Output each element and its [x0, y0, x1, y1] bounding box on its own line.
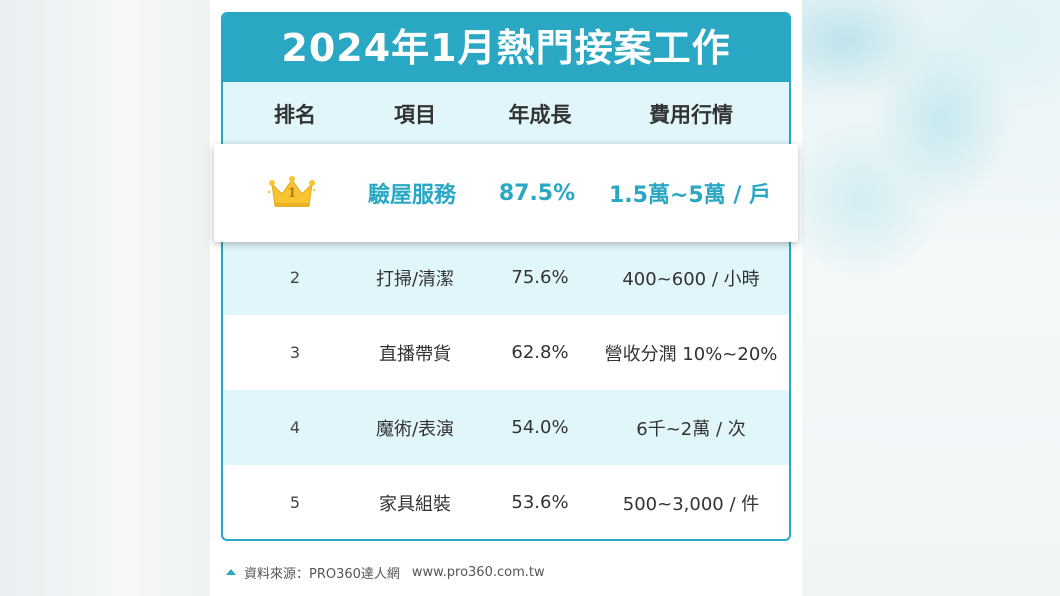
table-header-row: 排名 項目 年成長 費用行情: [223, 82, 789, 146]
row-fee: 營收分潤 10%~20%: [604, 343, 778, 365]
row-item: 魔術/表演: [375, 418, 455, 440]
row-rank: 5: [289, 493, 301, 512]
row-growth: 53.6%: [511, 492, 569, 513]
row-rank: 2: [289, 268, 301, 287]
top-item: 驗屋服務: [367, 183, 456, 208]
top-ranked-row: 1 驗屋服務 87.5% 1.5萬~5萬 / 戶: [214, 144, 798, 242]
source-label: 資料來源：PRO360達人網: [244, 566, 400, 582]
row-fee: 400~600 / 小時: [622, 268, 760, 290]
top-fee: 1.5萬~5萬 / 戶: [608, 183, 772, 208]
ranking-table: 2024年1月熱門接案工作 排名 項目 年成長 費用行情 2 打掃/清潔 75.…: [221, 12, 791, 541]
table-row: 2 打掃/清潔 75.6% 400~600 / 小時: [223, 240, 789, 315]
row-item: 家具組裝: [379, 493, 451, 515]
header-rank: 排名: [274, 103, 316, 127]
header-growth: 年成長: [508, 103, 572, 127]
top-growth: 87.5%: [498, 180, 576, 206]
triangle-up-icon: [226, 569, 236, 575]
row-growth: 62.8%: [511, 342, 569, 363]
row-growth: 75.6%: [511, 267, 569, 288]
table-title: 2024年1月熱門接案工作: [223, 14, 789, 82]
table-row: 4 魔術/表演 54.0% 6千~2萬 / 次: [223, 390, 789, 465]
row-growth: 54.0%: [511, 417, 569, 438]
header-fee: 費用行情: [649, 103, 733, 127]
crown-rank-number: 1: [287, 186, 297, 201]
top-rank: 1: [250, 144, 334, 242]
blurred-background-left: [0, 0, 210, 596]
infographic-panel: 2024年1月熱門接案工作 排名 項目 年成長 費用行情 2 打掃/清潔 75.…: [210, 0, 802, 596]
header-item: 項目: [394, 103, 436, 127]
row-item: 直播帶貨: [379, 343, 451, 365]
row-rank: 3: [289, 343, 301, 362]
blurred-background-right: [802, 0, 1060, 596]
table-row: 5 家具組裝 53.6% 500~3,000 / 件: [223, 465, 789, 539]
row-item: 打掃/清潔: [375, 268, 455, 290]
table-row: 3 直播帶貨 62.8% 營收分潤 10%~20%: [223, 315, 789, 390]
source-note: 資料來源：PRO360達人網 www.pro360.com.tw: [226, 562, 545, 582]
row-rank: 4: [289, 418, 301, 437]
row-fee: 500~3,000 / 件: [622, 493, 760, 515]
row-fee: 6千~2萬 / 次: [636, 418, 746, 440]
source-url: www.pro360.com.tw: [411, 564, 545, 580]
crown-icon: 1: [267, 176, 317, 210]
